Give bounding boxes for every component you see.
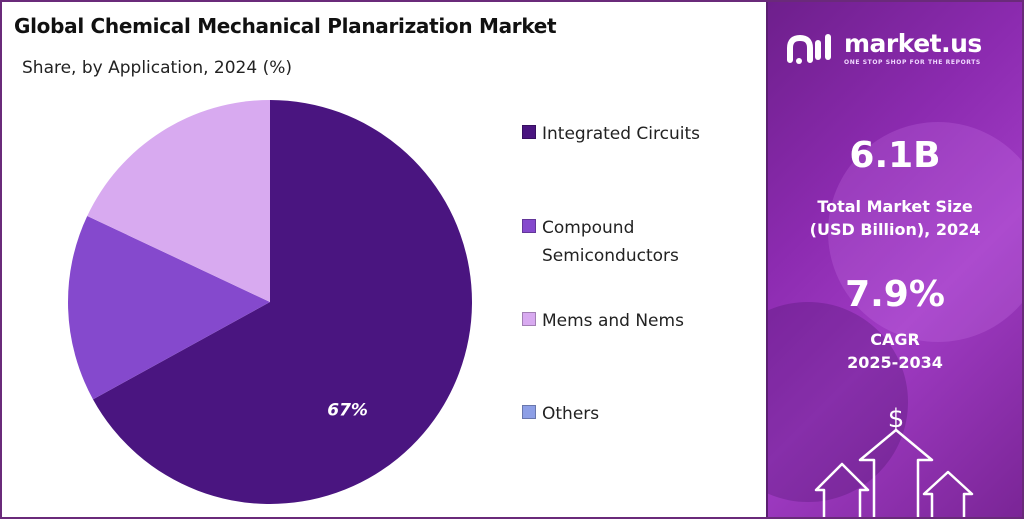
legend-label-line: Integrated Circuits	[542, 124, 701, 144]
legend-label: Compound Semiconductors	[542, 214, 742, 270]
chart-subtitle: Share, by Application, 2024 (%)	[22, 58, 292, 78]
dollar-icon: $	[888, 404, 905, 434]
brand-logo: market.us ONE STOP SHOP FOR THE REPORTS	[784, 28, 982, 68]
legend-label-line: Compound	[542, 218, 635, 238]
legend-item: Mems and Nems	[522, 307, 742, 335]
market-size-value: 6.1B	[849, 135, 941, 176]
legend-item: Others	[522, 400, 742, 428]
legend-label-line: Others	[542, 404, 600, 424]
legend-label-line: Semiconductors	[542, 246, 679, 266]
legend-swatch	[522, 405, 536, 419]
brand-name: market.us	[844, 28, 982, 58]
legend-swatch	[522, 219, 536, 233]
market-size-label-line1: Total Market Size	[817, 197, 973, 216]
legend-label: Integrated Circuits	[542, 120, 742, 148]
pie-slice-integrated-circuits	[92, 100, 473, 504]
chart-legend: Integrated Circuits Compound Semiconductor…	[522, 2, 762, 517]
market-size-label-line2: (USD Billion), 2024	[809, 220, 981, 239]
legend-item: Integrated Circuits	[522, 120, 742, 148]
brand-tagline: ONE STOP SHOP FOR THE REPORTS	[844, 58, 981, 66]
legend-label: Mems and Nems	[542, 307, 742, 335]
pie-slice-compound-semiconductors	[68, 215, 270, 400]
data-label-integrated-circuits: 67%	[327, 400, 368, 420]
pie-chart: 67%	[68, 100, 473, 504]
cagr-period: 2025-2034	[847, 353, 943, 372]
stats-sidebar: market.us ONE STOP SHOP FOR THE REPORTS …	[768, 2, 1022, 517]
legend-swatch	[522, 312, 536, 326]
panel-divider	[766, 2, 768, 517]
chart-panel: Global Chemical Mechanical Planarization…	[2, 2, 766, 517]
pie-slice-mems-and-nems	[87, 100, 270, 302]
legend-label: Others	[542, 400, 742, 428]
cagr-value: 7.9%	[845, 274, 945, 315]
legend-label-line: Mems and Nems	[542, 311, 684, 331]
legend-swatch	[522, 125, 536, 139]
market-us-logo-icon	[787, 34, 831, 64]
legend-item: Compound Semiconductors	[522, 214, 742, 270]
background-glow	[828, 122, 1022, 342]
growth-arrows-icon: $	[814, 404, 974, 517]
chart-title: Global Chemical Mechanical Planarization…	[14, 14, 557, 38]
cagr-label: CAGR	[870, 330, 920, 349]
